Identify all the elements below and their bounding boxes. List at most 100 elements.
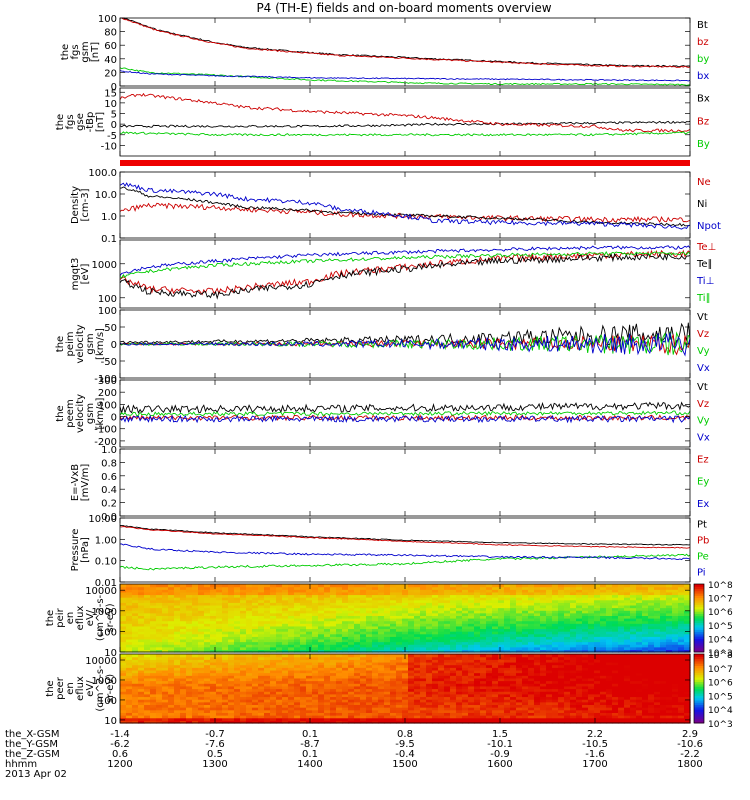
spectrogram-cell: [282, 669, 289, 674]
spectrogram-cell: [624, 584, 631, 588]
spectrogram-cell: [162, 704, 169, 708]
spectrogram-cell: [558, 704, 565, 708]
spectrogram-cell: [474, 618, 481, 622]
spectrogram-cell: [192, 604, 199, 609]
spectrogram-cell: [324, 707, 331, 711]
spectrogram-cell: [222, 672, 229, 676]
spectrogram-cell: [366, 704, 373, 708]
spectrogram-cell: [420, 680, 427, 684]
spectrogram-cell: [150, 685, 157, 690]
spectrogram-cell: [558, 607, 565, 611]
spectrogram-cell: [438, 641, 445, 645]
spectrogram-cell: [360, 615, 367, 619]
colorbar-cell: [694, 631, 704, 635]
spectrogram-cell: [426, 591, 433, 596]
spectrogram-cell: [294, 675, 301, 679]
spectrogram-cell: [612, 623, 619, 627]
spectrogram-cell: [432, 685, 439, 690]
spectrogram-cell: [270, 715, 277, 719]
spectrogram-cell: [300, 715, 307, 719]
spectrogram-cell: [618, 618, 625, 622]
spectrogram-cell: [606, 625, 613, 630]
spectrogram-cell: [210, 612, 217, 616]
colorbar-cell: [694, 629, 704, 633]
spectrogram-cell: [282, 649, 289, 653]
spectrogram-cell: [546, 612, 553, 616]
spectrogram-cell: [570, 669, 577, 674]
spectrogram-cell: [558, 610, 565, 614]
spectrogram-cell: [594, 717, 601, 721]
spectrogram-cell: [552, 641, 559, 645]
spectrogram-cell: [156, 667, 163, 671]
spectrogram-cell: [378, 664, 385, 668]
spectrogram-cell: [516, 709, 523, 713]
spectrogram-cell: [510, 680, 517, 684]
spectrogram-cell: [192, 699, 199, 703]
spectrogram-cell: [534, 717, 541, 721]
spectrogram-cell: [138, 661, 145, 666]
spectrogram-cell: [648, 618, 655, 622]
spectrogram-cell: [366, 661, 373, 666]
spectrogram-cell: [132, 610, 139, 614]
spectrogram-cell: [630, 641, 637, 645]
spectrogram-cell: [234, 699, 241, 703]
spectrogram-cell: [348, 656, 355, 660]
spectrogram-cell: [402, 715, 409, 719]
spectrogram-cell: [492, 669, 499, 674]
series-temperature-0: [119, 249, 691, 296]
spectrogram-cell: [600, 625, 607, 630]
spectrogram-cell: [336, 610, 343, 614]
spectrogram-cell: [348, 625, 355, 630]
spectrogram-cell: [498, 625, 505, 630]
spectrogram-cell: [390, 599, 397, 603]
ylabel-line: the: [60, 44, 71, 60]
spectrogram-cell: [264, 699, 271, 703]
spectrogram-cell: [612, 633, 619, 637]
spectrogram-cell: [138, 612, 145, 616]
spectrogram-cell: [666, 638, 673, 643]
spectrogram-cell: [336, 669, 343, 674]
spectrogram-cell: [378, 715, 385, 719]
spectrogram-cell: [282, 691, 289, 695]
spectrogram-cell: [468, 688, 475, 692]
spectrogram-cell: [306, 661, 313, 666]
ytick-label: 100: [98, 627, 117, 638]
spectrogram-cell: [414, 669, 421, 674]
spectrogram-cell: [492, 656, 499, 660]
spectrogram-cell: [576, 591, 583, 596]
spectrogram-cell: [342, 669, 349, 674]
spectrogram-cell: [402, 699, 409, 703]
spectrogram-cell: [186, 661, 193, 666]
spectrogram-cell: [462, 680, 469, 684]
spectrogram-cell: [420, 594, 427, 598]
spectrogram-cell: [456, 659, 463, 663]
spectrogram-cell: [402, 604, 409, 609]
spectrogram-cell: [558, 720, 565, 724]
spectrogram-cell: [174, 664, 181, 668]
spectrogram-cell: [438, 688, 445, 692]
spectrogram-cell: [546, 659, 553, 663]
spectrogram-cell: [252, 638, 259, 643]
spectrogram-cell: [126, 717, 133, 721]
spectrogram-cell: [462, 649, 469, 653]
spectrogram-cell: [120, 602, 127, 606]
spectrogram-cell: [234, 633, 241, 637]
spectrogram-cell: [222, 688, 229, 692]
spectrogram-cell: [324, 597, 331, 601]
spectrogram-cell: [606, 589, 613, 593]
spectrogram-cell: [336, 672, 343, 676]
spectrogram-cell: [414, 704, 421, 708]
spectrogram-cell: [624, 641, 631, 645]
spectrogram-cell: [330, 701, 337, 706]
spectrogram-cell: [450, 618, 457, 622]
colorbar-cell: [694, 604, 704, 608]
spectrogram-cell: [246, 664, 253, 668]
spectrogram-cell: [684, 623, 691, 627]
spectrogram-cell: [672, 604, 679, 609]
spectrogram-cell: [474, 594, 481, 598]
spectrogram-cell: [486, 715, 493, 719]
spectrogram-cell: [282, 589, 289, 593]
spectrogram-cell: [468, 654, 475, 658]
spectrogram-cell: [492, 604, 499, 609]
spectrogram-cell: [132, 631, 139, 635]
